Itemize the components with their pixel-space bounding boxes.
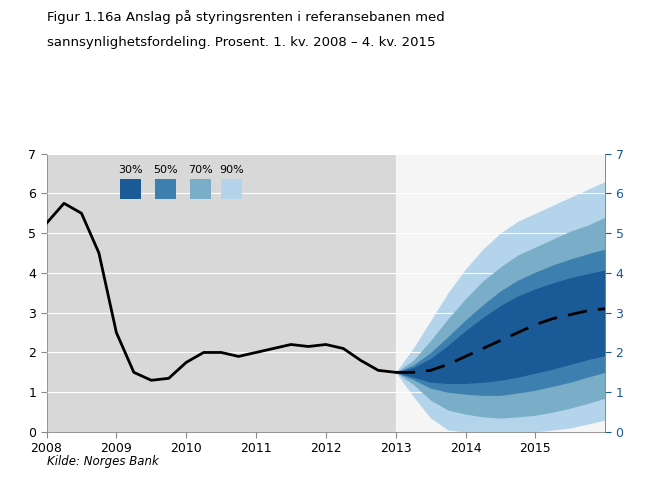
FancyBboxPatch shape bbox=[155, 180, 176, 199]
Text: Kilde: Norges Bank: Kilde: Norges Bank bbox=[47, 455, 158, 468]
Text: Figur 1.16a Anslag på styringsrenten i referansebanen med: Figur 1.16a Anslag på styringsrenten i r… bbox=[47, 10, 444, 24]
Text: sannsynlighetsfordeling. Prosent. 1. kv. 2008 – 4. kv. 2015: sannsynlighetsfordeling. Prosent. 1. kv.… bbox=[47, 36, 435, 49]
FancyBboxPatch shape bbox=[221, 180, 242, 199]
Text: 50%: 50% bbox=[153, 166, 178, 176]
FancyBboxPatch shape bbox=[120, 180, 141, 199]
FancyBboxPatch shape bbox=[190, 180, 211, 199]
Text: 90%: 90% bbox=[219, 166, 244, 176]
Text: 70%: 70% bbox=[188, 166, 213, 176]
Text: 30%: 30% bbox=[118, 166, 143, 176]
